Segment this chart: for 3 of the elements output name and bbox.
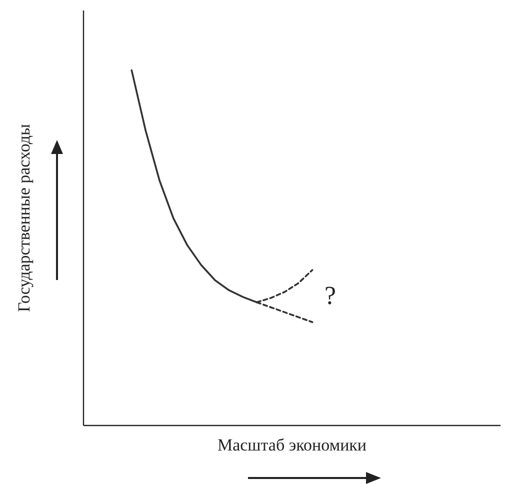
annotation: ? (324, 281, 336, 310)
y-axis-title: Государственные расходы (14, 123, 34, 312)
x-axis-title: Масштаб экономики (217, 436, 367, 454)
